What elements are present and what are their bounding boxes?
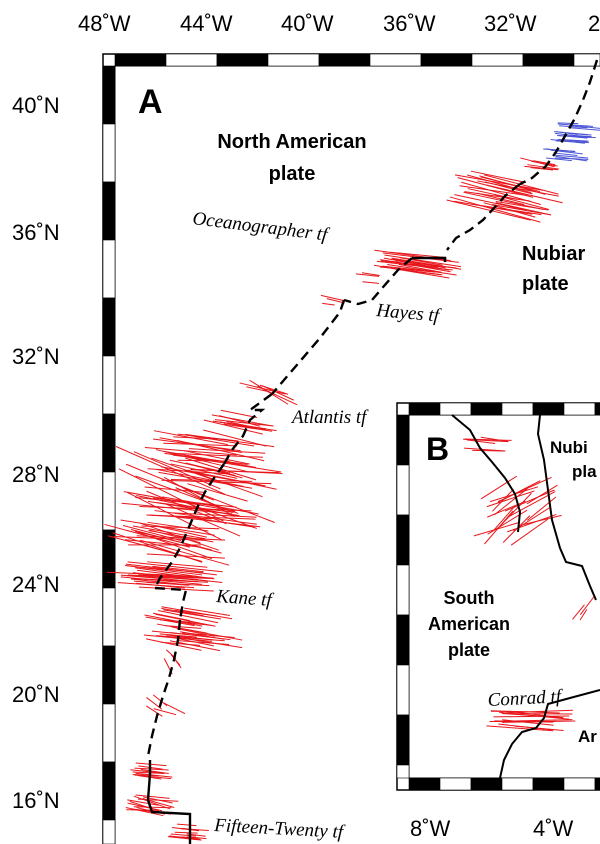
svg-text:South: South [444,588,495,608]
inset-panel-b: B Nubi pla South American plate Conrad t… [396,402,600,791]
inset-tick-8w: 8˚W [410,816,451,841]
svg-text:American: American [428,614,510,634]
top-tick-32w: 32˚W [484,11,537,36]
ridge-axis [146,59,599,844]
conrad-tf-label: Conrad tf [487,686,564,711]
panel-a-letter: A [138,83,163,121]
fifteen-twenty-tf-label: Fifteen-Twenty tf [213,815,347,843]
south-american-plate-label: South American plate [428,588,510,660]
panel-a-frame [102,53,600,844]
atlantis-tf-label: Atlantis tf [290,407,369,428]
focal-mechanism-ticks-red [104,157,563,841]
top-tick-44w: 44˚W [180,11,233,36]
svg-text:North American: North American [217,131,366,153]
svg-text:plate: plate [448,640,490,660]
left-tick-20n: 20˚N [12,682,60,707]
oceanographer-tf-label: Oceanographer tf [191,208,331,246]
svg-text:pla: pla [572,462,597,481]
kane-tf-label: Kane tf [215,586,275,611]
inset-nubian-plate-label: Nubi pla [550,438,597,481]
left-axis: 40˚N 36˚N 32˚N 28˚N 24˚N 20˚N 16˚N [12,93,60,813]
panel-b-letter: B [426,431,449,467]
svg-text:plate: plate [522,273,569,295]
inset-ridge [451,414,600,779]
left-tick-36n: 36˚N [12,220,60,245]
svg-text:plate: plate [269,163,316,185]
left-tick-28n: 28˚N [12,462,60,487]
top-tick-36w: 36˚W [383,11,436,36]
left-tick-32n: 32˚N [12,344,60,369]
left-tick-40n: 40˚N [12,93,60,118]
inset-antarctic-partial-label: Ar [578,727,597,746]
svg-text:Nubi: Nubi [550,438,588,457]
left-tick-24n: 24˚N [12,572,60,597]
top-axis: 48˚W 44˚W 40˚W 36˚W 32˚W 2 [78,11,600,36]
inset-tick-4w: 4˚W [533,816,574,841]
hayes-tf-label: Hayes tf [375,300,443,327]
left-tick-16n: 16˚N [12,788,60,813]
svg-text:Nubiar: Nubiar [522,243,586,265]
north-american-plate-label: North American plate [217,131,366,185]
nubian-plate-label: Nubiar plate [522,243,586,295]
top-tick-cut: 2 [588,11,600,36]
top-tick-48w: 48˚W [78,11,131,36]
inset-focal-mechanism-ticks [463,436,595,732]
inset-bottom-axis: 8˚W 4˚W [410,816,574,841]
top-tick-40w: 40˚W [281,11,334,36]
focal-mechanism-ticks-blue [543,122,600,162]
